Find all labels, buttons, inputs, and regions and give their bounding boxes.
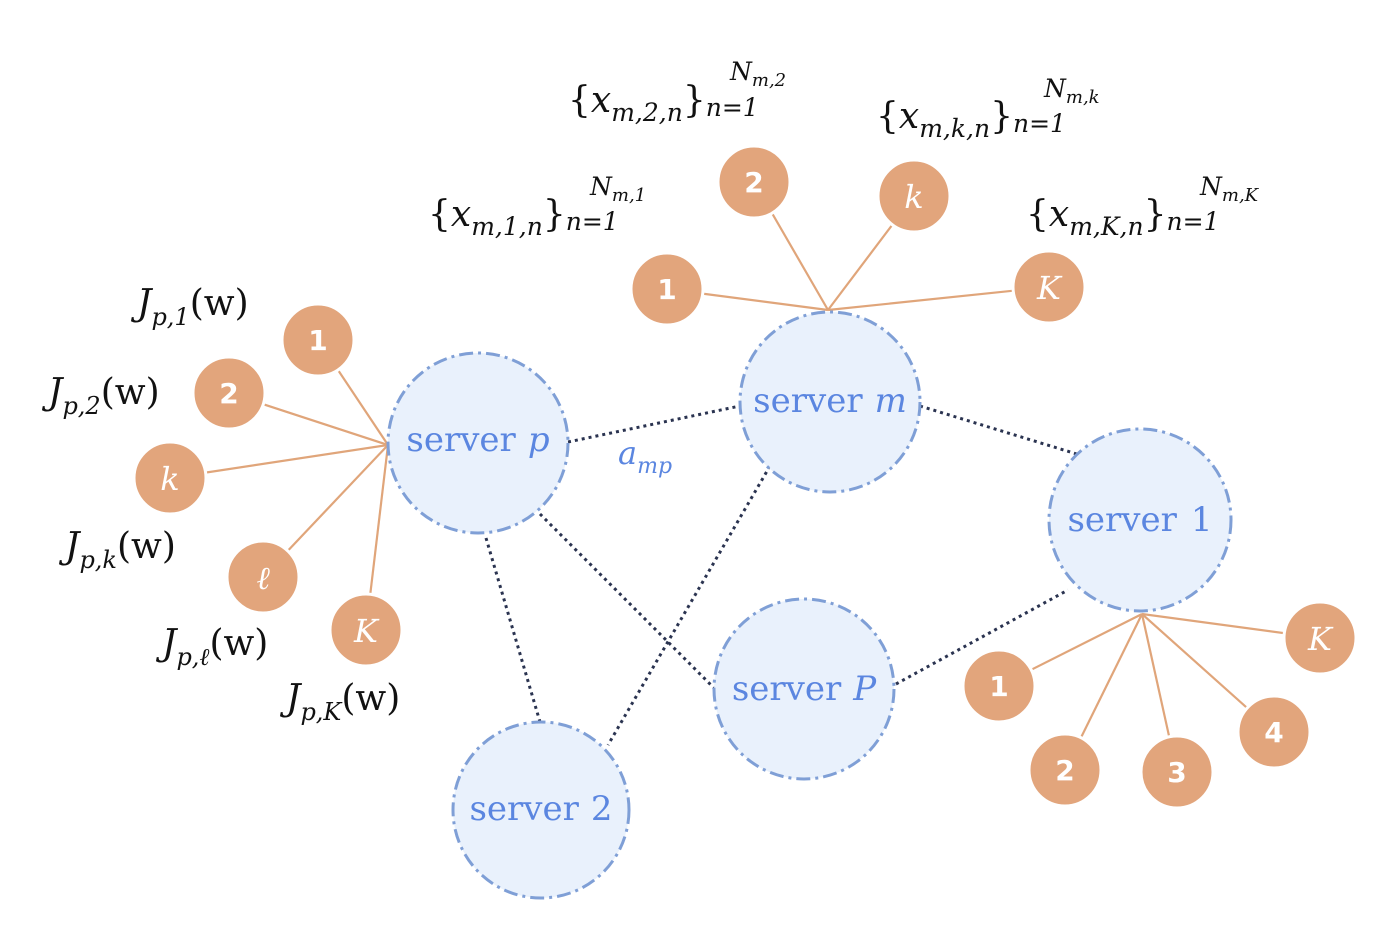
server-node-P: server P — [712, 597, 896, 781]
server-label-2: server 2 — [469, 789, 612, 829]
label-dataset-m-k-upper: Nm,k — [1043, 74, 1100, 108]
svg-text:k: k — [904, 178, 923, 216]
edge-server-p-2 — [484, 537, 542, 723]
label-J-p-l: Jp,ℓ(w) — [155, 623, 268, 671]
server-label-p: server p — [406, 420, 549, 460]
edge-server-m-1 — [919, 404, 1081, 457]
client-m-1: 1 — [629, 251, 705, 327]
server-node-1: server 1 — [1047, 427, 1233, 613]
svg-text:2: 2 — [744, 166, 763, 199]
server-node-p: server p — [386, 351, 570, 535]
client-p-k: k — [132, 440, 208, 516]
label-J-p-2: Jp,2(w) — [41, 372, 160, 420]
server-edges — [484, 404, 1081, 746]
client-m-k: k — [876, 158, 952, 234]
edge-server-m-2 — [606, 465, 772, 746]
clients-server-m: 1 2 k K — [629, 144, 1087, 327]
objective-labels-server-p: Jp,1(w) Jp,2(w) Jp,k(w) Jp,ℓ(w) Jp,K(w) — [41, 283, 400, 726]
svg-text:1: 1 — [989, 670, 1008, 703]
edge-server-P-1 — [895, 588, 1069, 686]
label-dataset-m-2: {xm,2,n}n=1 — [568, 80, 759, 127]
label-dataset-m-2-upper: Nm,2 — [729, 57, 786, 91]
client-m-K: K — [1011, 249, 1087, 325]
svg-text:1: 1 — [308, 324, 327, 357]
clients-server-p: 1 2 k ℓ K — [132, 302, 404, 668]
label-dataset-m-1-upper: Nm,1 — [589, 172, 646, 206]
label-J-p-k: Jp,k(w) — [58, 526, 176, 574]
client-p-l: ℓ — [225, 539, 301, 615]
client-p-1: 1 — [280, 302, 356, 378]
client-1-K: K — [1282, 600, 1358, 676]
label-dataset-m-K: {xm,K,n}n=1 — [1026, 194, 1219, 241]
svg-text:3: 3 — [1167, 756, 1186, 789]
server-node-2: server 2 — [451, 720, 631, 900]
clients-server-1: 1 2 3 4 K — [961, 600, 1358, 810]
client-1-1: 1 — [961, 648, 1037, 724]
label-dataset-m-1: {xm,1,n}n=1 — [428, 194, 619, 241]
edge-server-p-P — [538, 512, 718, 692]
server-label-m: server m — [753, 381, 907, 421]
svg-text:2: 2 — [219, 377, 238, 410]
svg-text:K: K — [353, 612, 380, 650]
svg-text:2: 2 — [1055, 754, 1074, 787]
dataset-labels-server-m: {xm,1,n}n=1 Nm,1 {xm,2,n}n=1 Nm,2 {xm,k,… — [428, 57, 1260, 241]
client-p-K: K — [328, 592, 404, 668]
svg-text:k: k — [160, 460, 179, 498]
edge-server-p-m — [567, 404, 741, 444]
svg-text:K: K — [1036, 269, 1063, 307]
svg-text:1: 1 — [657, 273, 676, 306]
label-J-p-K: Jp,K(w) — [279, 678, 400, 726]
server-label-1: server 1 — [1067, 500, 1212, 540]
edge-weight-label: amp — [618, 434, 672, 479]
label-J-p-1: Jp,1(w) — [130, 283, 249, 331]
client-1-3: 3 — [1139, 734, 1215, 810]
client-1-2: 2 — [1027, 732, 1103, 808]
server-node-m: server m — [738, 310, 922, 494]
label-dataset-m-k: {xm,k,n}n=1 — [876, 96, 1066, 143]
client-1-4: 4 — [1236, 694, 1312, 770]
server-label-P: server P — [732, 669, 877, 709]
svg-text:4: 4 — [1264, 716, 1283, 749]
svg-text:K: K — [1307, 620, 1334, 658]
client-p-2: 2 — [191, 355, 267, 431]
svg-text:ℓ: ℓ — [256, 559, 270, 597]
client-m-2: 2 — [716, 144, 792, 220]
label-dataset-m-K-upper: Nm,K — [1199, 172, 1260, 206]
